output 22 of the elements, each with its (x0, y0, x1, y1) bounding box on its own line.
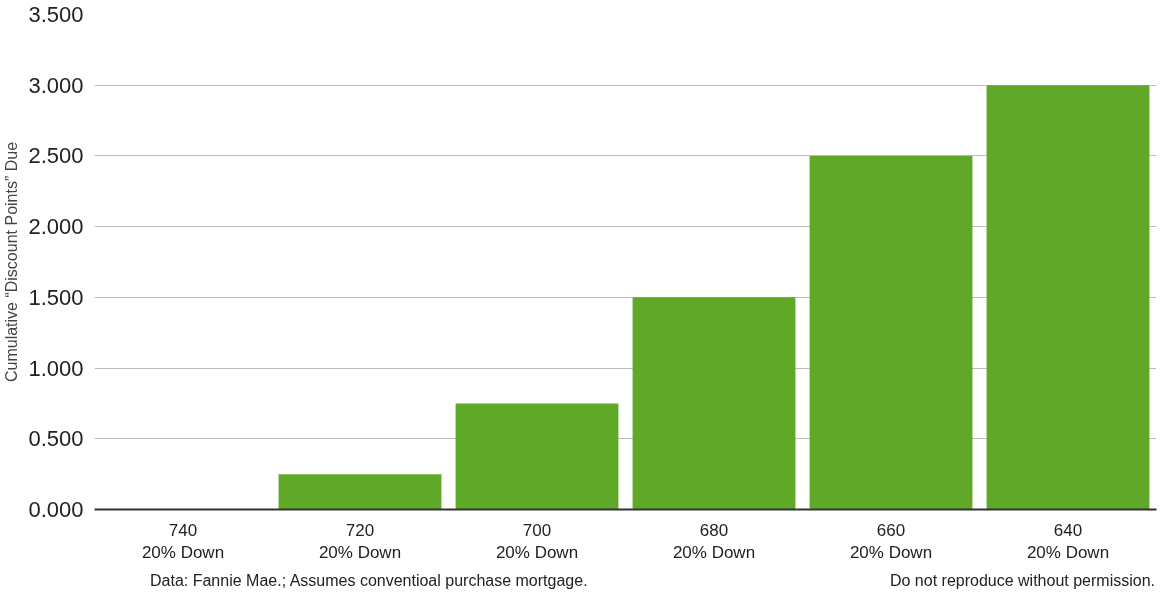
x-tick-label: 740 20% Down (141, 520, 225, 563)
bar (986, 85, 1150, 510)
bar (455, 403, 619, 510)
x-tick-label: 680 20% Down (672, 520, 756, 563)
y-tick-label: 1.000 (28, 355, 84, 381)
text: Do not reproduce without permission. (889, 571, 1155, 591)
text: Data: Fannie Mae.; Assumes conventioal purchase mortgage. (150, 571, 588, 591)
x-tick-label: 720 20% Down (318, 520, 402, 563)
y-tick-label: 3.500 (28, 2, 84, 27)
bar (809, 155, 973, 510)
y-tick-label: 0.000 (28, 497, 84, 522)
y-tick-label: 0.500 (28, 426, 84, 452)
y-axis-title: Cumulative “Discount Points” Due (3, 141, 21, 383)
y-tick-label: 1.500 (28, 284, 84, 310)
y-tick-label: 3.000 (28, 72, 84, 98)
bar (632, 297, 796, 510)
x-tick-label: 660 20% Down (849, 520, 933, 563)
x-tick-label: 700 20% Down (495, 520, 579, 563)
y-tick-label: 2.500 (28, 143, 84, 169)
y-tick-label: 2.000 (28, 214, 84, 240)
x-tick-label: 640 20% Down (1026, 520, 1110, 563)
bar (278, 474, 442, 510)
